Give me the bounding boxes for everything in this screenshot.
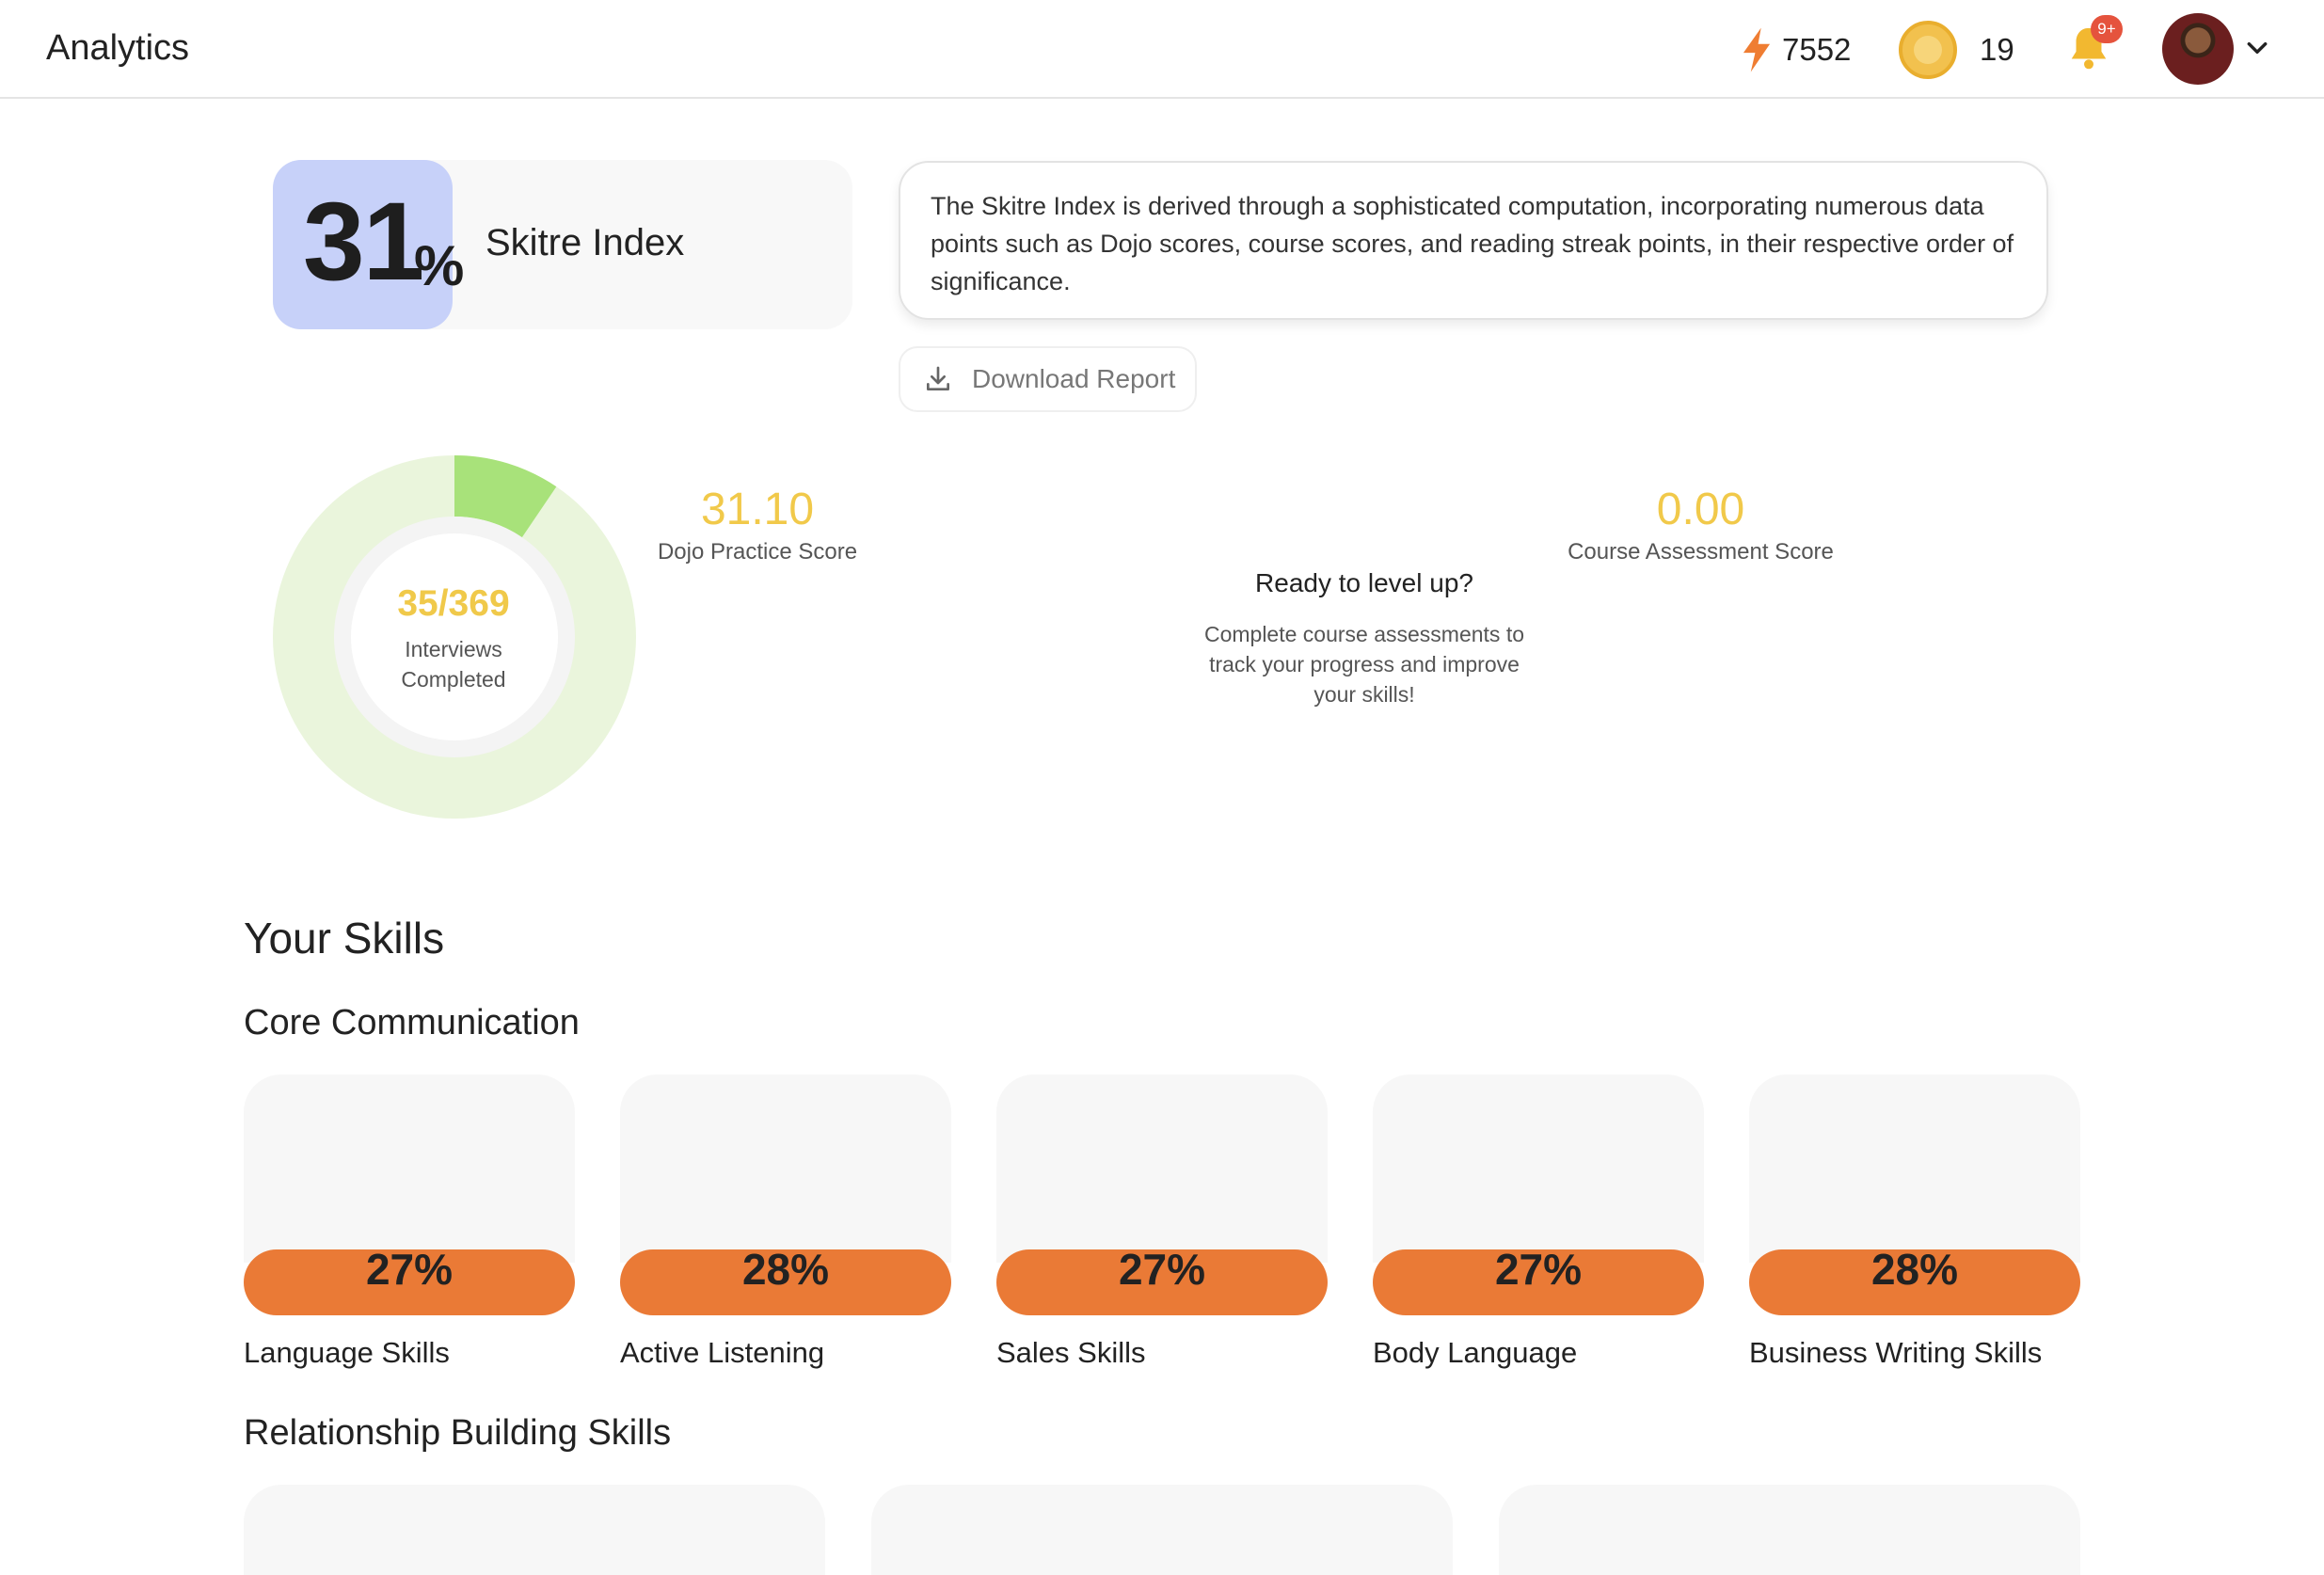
skill-progress-bar	[996, 1249, 1328, 1315]
skill-card[interactable]: 27% Body Language	[1373, 1074, 1704, 1369]
skill-percent: 28%	[1870, 1245, 1959, 1294]
coin-icon	[1899, 21, 1957, 79]
dojo-practice-score-label: Dojo Practice Score	[657, 539, 858, 565]
download-report-label: Download Report	[972, 364, 1176, 393]
skill-progress-bar	[620, 1249, 951, 1315]
skill-name: Active Listening	[620, 1336, 825, 1369]
level-up-heading: Ready to level up?	[1255, 568, 1473, 597]
skill-card[interactable]: 28% Business Writing Skills	[1749, 1074, 2080, 1369]
skitre-index-description: The Skitre Index is derived through a so…	[899, 161, 2048, 320]
dojo-practice-score-value: 31.10	[700, 485, 815, 534]
notification-badge: 9+	[2091, 15, 2123, 43]
coin-balance[interactable]: 19	[1899, 21, 2014, 79]
skill-card[interactable]: 27% Language Skills	[244, 1074, 575, 1369]
skitre-index-label: Skitre Index	[485, 222, 685, 263]
course-assessment-score: 0.00 Course Assessment Score	[1562, 483, 1839, 565]
download-report-button[interactable]: Download Report	[899, 346, 1197, 412]
skill-card[interactable]: 28% Active Listening	[620, 1074, 951, 1369]
skill-progress-bar	[244, 1249, 575, 1315]
skitre-index-highlight	[273, 160, 453, 329]
chevron-down-icon[interactable]	[2245, 36, 2269, 60]
skitre-index-value: 31	[303, 180, 424, 304]
skitre-index-unit: %	[414, 234, 465, 297]
skill-progress-bar	[1373, 1249, 1704, 1315]
top-bar: Analytics 7552 19 9+	[0, 0, 2324, 99]
interviews-completed-count: 35/369	[397, 583, 510, 624]
skill-percent: 27%	[1118, 1245, 1206, 1294]
page-title: Analytics	[46, 28, 190, 68]
dojo-practice-score: 31.10 Dojo Practice Score	[649, 483, 866, 565]
skill-card[interactable]: 27% Sales Skills	[996, 1074, 1328, 1369]
skill-card[interactable]	[244, 1485, 825, 1575]
skill-percent: 27%	[365, 1245, 454, 1294]
skill-percent: 27%	[1494, 1245, 1583, 1294]
avatar[interactable]	[2162, 13, 2234, 85]
coin-balance-value: 19	[1980, 32, 2014, 67]
interviews-donut-chart	[273, 455, 636, 819]
streak-points[interactable]: 7552	[1739, 24, 1851, 75]
streak-points-value: 7552	[1782, 32, 1852, 67]
download-icon	[927, 366, 949, 390]
skill-card[interactable]	[871, 1485, 1453, 1575]
lightning-bolt-icon	[1743, 27, 1771, 72]
skill-name: Sales Skills	[996, 1336, 1146, 1369]
skill-name: Language Skills	[244, 1336, 450, 1369]
donut-completed-segment	[454, 455, 557, 538]
core-communication-heading: Core Communication	[244, 1003, 580, 1042]
your-skills-heading: Your Skills	[244, 914, 445, 962]
skill-name: Business Writing Skills	[1749, 1336, 2043, 1369]
donut-center	[351, 533, 558, 740]
skill-name: Body Language	[1373, 1336, 1578, 1369]
course-assessment-score-value: 0.00	[1656, 485, 1745, 534]
interviews-completed-caption: Interviews Completed	[401, 637, 506, 692]
skill-percent: 28%	[741, 1245, 830, 1294]
level-up-message: Ready to level up? Complete course asses…	[1186, 568, 1543, 709]
skill-progress-bar	[1749, 1249, 2080, 1315]
level-up-text: Complete course assessments to track you…	[1203, 622, 1525, 707]
relationship-building-heading: Relationship Building Skills	[244, 1413, 672, 1453]
skill-card[interactable]	[1499, 1485, 2080, 1575]
course-assessment-score-label: Course Assessment Score	[1568, 539, 1834, 565]
